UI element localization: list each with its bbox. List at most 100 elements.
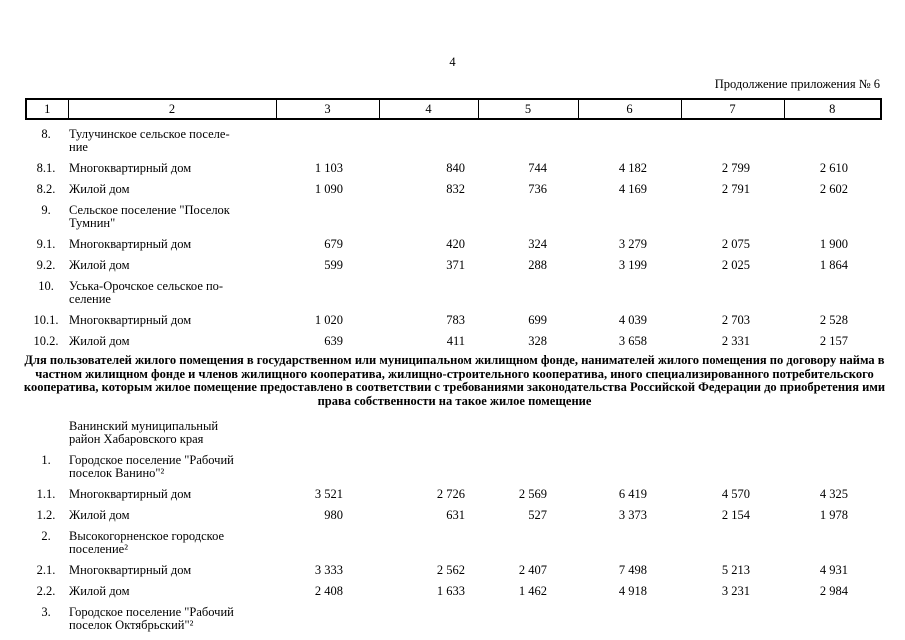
note-paragraph: Для пользователей жилого помещения в гос… <box>23 353 886 408</box>
value-cell: 1 103 <box>314 161 343 175</box>
row-number: 9. <box>41 203 51 217</box>
value-cell: 2 799 <box>721 161 750 175</box>
header-cell-2: 2 <box>67 98 277 120</box>
value-cell: 2 025 <box>721 258 750 272</box>
value-cell: 324 <box>528 237 547 251</box>
row-number: 8.1. <box>36 161 56 175</box>
settlement-name: Многоквартирный дом <box>69 563 192 577</box>
row-number: 3. <box>41 605 51 619</box>
value-cell <box>378 598 477 632</box>
settlement-name: Высокогорненское городское поселение² <box>69 529 225 556</box>
value-cell: 328 <box>528 334 547 348</box>
table-row: 9. Сельское поселение "Поселок Тумнин" <box>25 196 880 230</box>
value-cell: 1 090 <box>314 182 343 196</box>
row-number: 2.2. <box>36 584 56 598</box>
page-number: 4 <box>449 55 456 69</box>
table-row: 3. Городское поселение "Рабочий поселок Ок… <box>25 598 880 632</box>
value-cell <box>477 598 577 632</box>
row-number: 1.1. <box>36 487 56 501</box>
value-cell: 1 978 <box>819 508 848 522</box>
value-cell: 1 864 <box>819 258 848 272</box>
value-cell: 4 182 <box>618 161 647 175</box>
table-row: 8.1. Многоквартирный дом 1 103 840 744 4 182 2… <box>25 154 880 175</box>
value-cell <box>577 120 680 154</box>
value-cell: 2 791 <box>721 182 750 196</box>
table-row: 10.1. Многоквартирный дом 1 020 783 699 4 039… <box>25 306 880 327</box>
value-cell: 5 213 <box>721 563 750 577</box>
value-cell: 2 610 <box>819 161 848 175</box>
value-cell: 3 521 <box>314 487 343 501</box>
value-cell: 3 658 <box>618 334 647 348</box>
value-cell: 744 <box>528 161 547 175</box>
table-row: 10.2. Жилой дом 639 411 328 3 658 2 331 2 157 <box>25 327 880 348</box>
value-cell <box>275 522 378 556</box>
table-row: 2. Высокогорненское городское поселение² <box>25 522 880 556</box>
row-number: 2.1. <box>36 563 56 577</box>
value-cell <box>680 446 783 480</box>
settlement-name: Городское поселение "Рабочий поселок Октя… <box>69 605 234 632</box>
header-cell-6: 6 <box>577 98 682 120</box>
settlement-name: Многоквартирный дом <box>69 237 192 251</box>
value-cell: 2 726 <box>436 487 465 501</box>
header-cell-4: 4 <box>378 98 479 120</box>
value-cell: 288 <box>528 258 547 272</box>
value-cell <box>275 446 378 480</box>
value-cell: 371 <box>446 258 465 272</box>
value-cell: 736 <box>528 182 547 196</box>
value-cell: 4 039 <box>618 313 647 327</box>
value-cell: 1 462 <box>518 584 547 598</box>
value-cell: 679 <box>324 237 343 251</box>
tariff-table-section-2: Ванинский муниципальный район Хабаровског… <box>25 412 880 632</box>
value-cell <box>577 598 680 632</box>
settlement-name: Уська-Орочское сельское по-селение <box>69 279 224 306</box>
value-cell: 832 <box>446 182 465 196</box>
settlement-name: Жилой дом <box>69 584 130 598</box>
table-column-header: 1 2 3 4 5 6 7 8 <box>25 98 882 120</box>
value-cell <box>477 120 577 154</box>
value-cell: 4 169 <box>618 182 647 196</box>
value-cell <box>378 522 477 556</box>
table-row: 10. Уська-Орочское сельское по-селение <box>25 272 880 306</box>
value-cell: 2 528 <box>819 313 848 327</box>
value-cell: 3 199 <box>618 258 647 272</box>
value-cell: 2 157 <box>819 334 848 348</box>
value-cell: 980 <box>324 508 343 522</box>
value-cell <box>477 522 577 556</box>
settlement-name: Тулучинское сельское поселе-ние <box>69 127 230 154</box>
row-number: 1. <box>41 453 51 467</box>
value-cell <box>477 272 577 306</box>
value-cell <box>783 446 880 480</box>
row-number: 9.2. <box>36 258 56 272</box>
value-cell <box>680 120 783 154</box>
table-row: 1. Городское поселение "Рабочий поселок Ва… <box>25 446 880 480</box>
value-cell: 3 373 <box>618 508 647 522</box>
continuation-note: Продолжение приложения № 6 <box>714 77 880 91</box>
value-cell: 2 984 <box>819 584 848 598</box>
value-cell: 2 703 <box>721 313 750 327</box>
value-cell: 699 <box>528 313 547 327</box>
value-cell: 2 569 <box>518 487 547 501</box>
table-row: 2.2. Жилой дом 2 408 1 633 1 462 4 918 3 231 2 … <box>25 577 880 598</box>
table-row: Ванинский муниципальный район Хабаровског… <box>25 412 880 446</box>
value-cell: 1 633 <box>436 584 465 598</box>
value-cell <box>680 412 783 446</box>
value-cell: 3 333 <box>314 563 343 577</box>
value-cell <box>275 196 378 230</box>
value-cell: 2 331 <box>721 334 750 348</box>
row-number: 2. <box>41 529 51 543</box>
header-cell-1: 1 <box>25 98 69 120</box>
value-cell <box>477 446 577 480</box>
settlement-name: Сельское поселение "Поселок Тумнин" <box>69 203 230 230</box>
value-cell: 4 570 <box>721 487 750 501</box>
value-cell: 783 <box>446 313 465 327</box>
value-cell <box>577 412 680 446</box>
value-cell: 6 419 <box>618 487 647 501</box>
table-row: 9.1. Многоквартирный дом 679 420 324 3 279 2 0… <box>25 230 880 251</box>
value-cell: 639 <box>324 334 343 348</box>
value-cell <box>680 272 783 306</box>
value-cell: 2 562 <box>436 563 465 577</box>
value-cell <box>275 272 378 306</box>
table-row: 2.1. Многоквартирный дом 3 333 2 562 2 407 7 … <box>25 556 880 577</box>
value-cell <box>378 120 477 154</box>
